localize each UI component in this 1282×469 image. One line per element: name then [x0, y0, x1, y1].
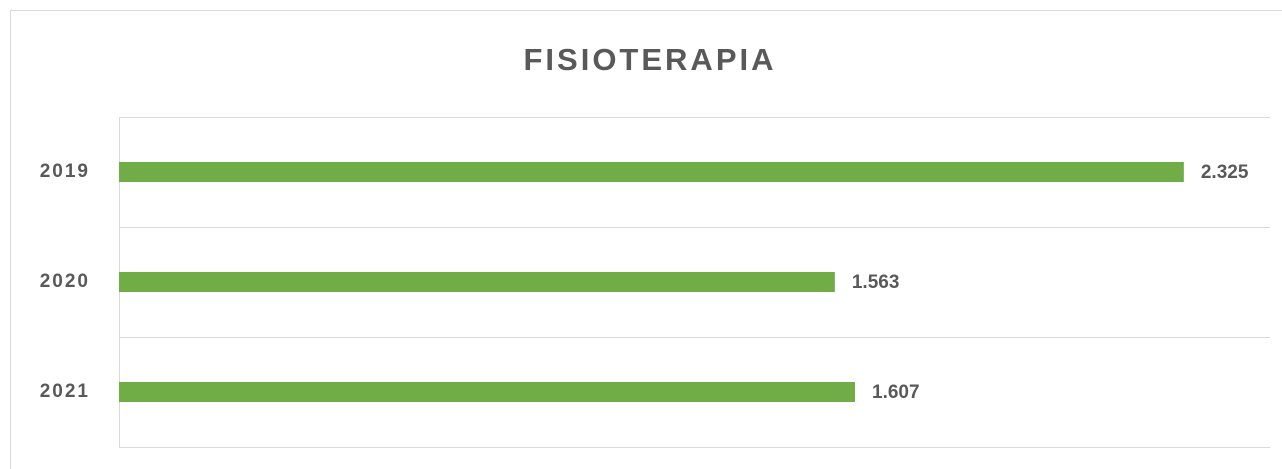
data-label: 1.607 — [872, 382, 920, 403]
y-tick-label: 2020 — [40, 271, 90, 292]
y-tick-label: 2021 — [40, 381, 90, 402]
bar — [119, 272, 835, 292]
bar — [119, 382, 856, 402]
data-label: 2.325 — [1201, 162, 1249, 183]
chart-title: FISIOTERAPIA — [523, 42, 776, 77]
y-tick-label: 2019 — [40, 161, 90, 182]
data-label: 1.563 — [852, 272, 900, 293]
bar — [119, 162, 1184, 182]
